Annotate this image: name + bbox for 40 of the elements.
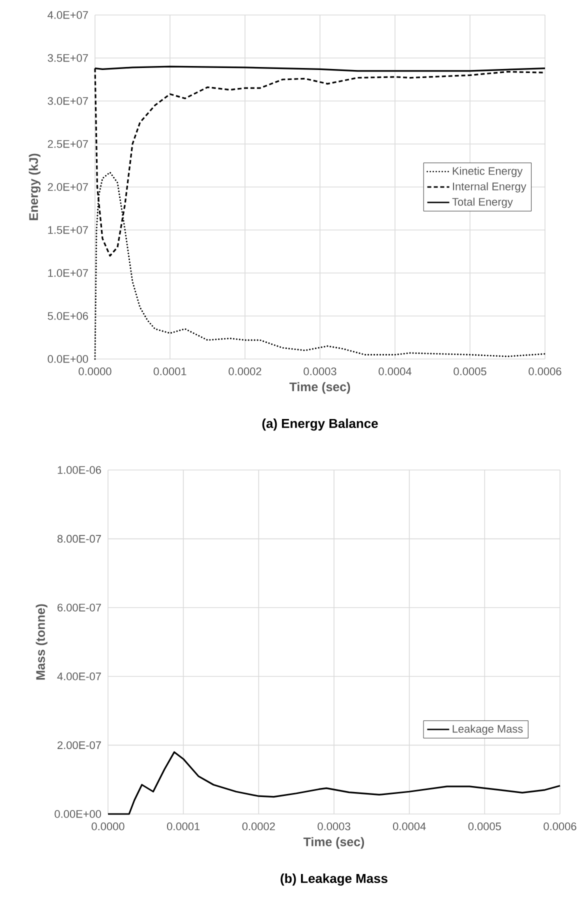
- y-tick-label: 2.0E+07: [48, 183, 88, 191]
- x-tick-label: 0.0000: [78, 368, 112, 376]
- x-axis-title: Time (sec): [303, 837, 364, 849]
- y-tick-label: 3.5E+07: [48, 54, 88, 62]
- y-tick-label: 2.00E-07: [58, 741, 101, 750]
- x-tick-label: 0.0001: [154, 368, 186, 376]
- y-tick-label: 1.00E-06: [58, 466, 101, 474]
- y-tick-label: 3.0E+07: [48, 97, 88, 105]
- y-tick-label: 8.00E-07: [57, 534, 101, 543]
- y-tick-label: 5.0E+06: [48, 312, 88, 320]
- x-tick-label: 0.0006: [528, 368, 562, 376]
- y-tick-label: 2.5E+07: [48, 140, 88, 148]
- y-tick-label: 6.00E-07: [58, 604, 101, 612]
- x-tick-label: 0.0003: [318, 822, 350, 830]
- y-axis-title: Energy (kJ): [28, 154, 41, 220]
- text: (b) Leakage Mass: [280, 874, 388, 886]
- x-tick-label: 0.0002: [242, 822, 275, 830]
- x-tick-label: 0.0002: [228, 368, 262, 376]
- line-series: [107, 751, 561, 815]
- x-tick-label: 0.0003: [304, 368, 336, 376]
- y-tick-label: 1.5E+07: [48, 226, 88, 234]
- legend-label: Total Energy: [452, 198, 513, 208]
- y-tick-label: 0.00E+00: [54, 810, 102, 818]
- y-tick-label: 4.00E-07: [57, 672, 101, 680]
- y-tick-label: 1.0E+07: [48, 269, 88, 277]
- y-tick-label: 0.0E+00: [48, 355, 88, 363]
- x-tick-label: 0.0005: [468, 822, 501, 830]
- x-tick-label: 0.0006: [544, 822, 576, 830]
- legend-label: Kinetic Energy: [452, 166, 523, 178]
- x-axis-title: Time (sec): [289, 382, 350, 394]
- x-tick-label: 0.0000: [92, 822, 124, 830]
- x-tick-label: 0.0005: [454, 368, 486, 376]
- y-axis-title: Mass (tonne): [36, 604, 48, 680]
- legend-label: Internal Energy: [453, 182, 526, 192]
- x-tick-label: 0.0004: [392, 822, 426, 830]
- x-tick-label: 0.0001: [166, 822, 200, 830]
- x-tick-label: 0.0004: [378, 368, 412, 376]
- legend-label: Leakage Mass: [452, 724, 523, 735]
- y-tick-label: 4.0E+07: [48, 11, 88, 19]
- text: (a) Energy Balance: [262, 418, 378, 431]
